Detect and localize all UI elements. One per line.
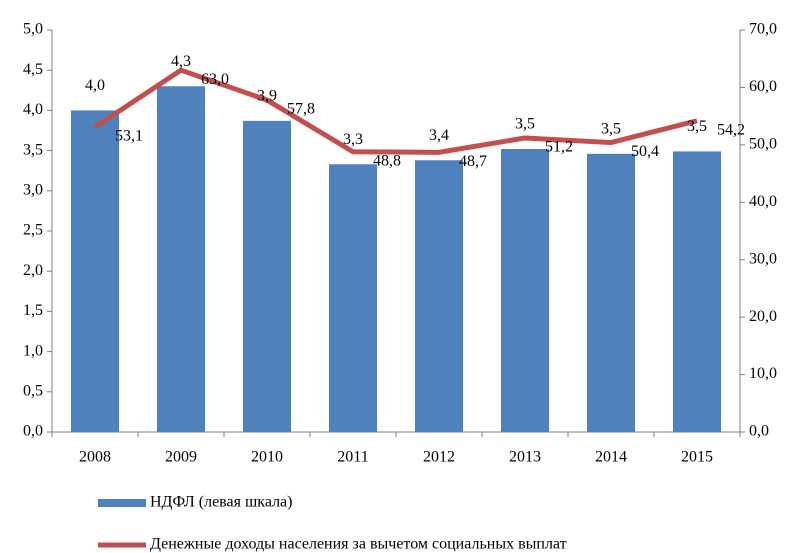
bar-value-label: 3,5: [687, 118, 707, 135]
bar-value-label: 3,4: [429, 127, 449, 144]
y2-tick-label: 0,0: [749, 423, 769, 440]
y-tick-label: 5,0: [23, 21, 43, 38]
line-value-label: 54,2: [717, 121, 745, 138]
bar: [329, 164, 377, 432]
bar: [415, 160, 463, 433]
legend-swatch: [98, 499, 146, 507]
x-tick-label: 2015: [681, 449, 713, 466]
y-tick-label: 4,5: [23, 61, 43, 78]
x-tick-label: 2010: [251, 449, 283, 466]
x-tick-label: 2011: [337, 449, 368, 466]
y-tick-label: 0,0: [23, 423, 43, 440]
y2-tick-label: 20,0: [749, 308, 777, 325]
y-tick-label: 2,0: [23, 262, 43, 279]
bar-value-label: 3,3: [343, 131, 363, 148]
bar: [71, 110, 119, 433]
bar-value-label: 4,3: [171, 53, 191, 70]
x-tick-label: 2009: [165, 449, 197, 466]
y-tick-label: 1,5: [23, 302, 43, 319]
bar-value-label: 3,5: [601, 120, 621, 137]
y-tick-label: 0,5: [23, 382, 43, 399]
bar: [157, 86, 205, 432]
line-value-label: 51,2: [545, 139, 573, 156]
x-tick-label: 2013: [509, 449, 541, 466]
bar: [587, 153, 635, 433]
legend-label: Денежные доходы населения за вычетом соц…: [150, 536, 567, 553]
y-tick-label: 3,5: [23, 141, 43, 158]
line-value-label: 48,8: [373, 152, 401, 169]
bar: [243, 120, 291, 433]
bar-value-label: 4,0: [85, 77, 105, 94]
y2-tick-label: 10,0: [749, 365, 777, 382]
y2-tick-label: 70,0: [749, 21, 777, 38]
bar-value-label: 3,5: [515, 116, 535, 133]
x-tick-label: 2012: [423, 449, 455, 466]
line-value-label: 48,7: [459, 153, 487, 170]
legend-label: НДФЛ (левая шкала): [150, 494, 292, 511]
bar: [673, 151, 721, 433]
line-value-label: 53,1: [115, 128, 143, 145]
x-tick-label: 2014: [595, 449, 627, 466]
x-tick-label: 2008: [79, 449, 111, 466]
bar: [501, 148, 549, 432]
y2-tick-label: 40,0: [749, 193, 777, 210]
y-tick-label: 1,0: [23, 342, 43, 359]
y-tick-label: 3,0: [23, 181, 43, 198]
line-value-label: 50,4: [631, 143, 659, 160]
line-value-label: 63,0: [201, 71, 229, 88]
line: [93, 67, 698, 155]
y2-tick-label: 30,0: [749, 250, 777, 267]
y2-tick-label: 60,0: [749, 78, 777, 95]
y-tick-label: 4,0: [23, 101, 43, 118]
y-tick-label: 2,5: [23, 222, 43, 239]
line-value-label: 57,8: [287, 101, 315, 118]
bar-value-label: 3,9: [257, 88, 277, 105]
y2-tick-label: 50,0: [749, 136, 777, 153]
